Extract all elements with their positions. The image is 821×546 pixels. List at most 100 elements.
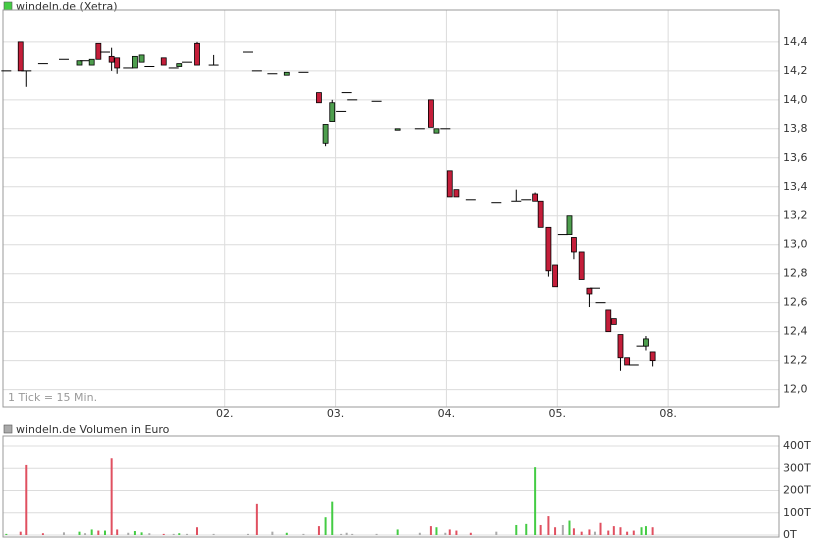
y-tick-label: 0T	[783, 528, 797, 541]
volume-bar	[429, 526, 432, 535]
candle-body	[537, 200, 544, 228]
candle-body	[566, 215, 573, 235]
volume-bar	[271, 531, 274, 535]
plot-frame	[2, 9, 780, 408]
volume-bar	[593, 531, 596, 535]
candle-body	[160, 57, 167, 66]
y-tick-label: 12,4	[783, 325, 808, 338]
volume-bar	[561, 524, 564, 535]
volume-bar	[588, 529, 591, 535]
candle-body	[76, 60, 83, 66]
volume-bar	[396, 529, 399, 535]
y-tick-label: 12,6	[783, 296, 808, 309]
volume-bar	[246, 533, 249, 535]
volume-bar	[324, 517, 327, 535]
volume-bar	[317, 526, 320, 535]
candle-body	[532, 193, 539, 202]
volume-bar	[62, 532, 65, 535]
chart-title: windeln.de Volumen in Euro	[16, 423, 170, 436]
annotation: 1 Tick = 15 Min.	[8, 391, 97, 404]
volume-bar	[140, 532, 143, 535]
candle-body	[571, 237, 577, 253]
volume-bar	[644, 526, 647, 535]
plot-frame	[2, 435, 780, 538]
candle-body	[545, 226, 552, 272]
volume-bar	[25, 464, 28, 535]
candle-body	[322, 124, 329, 144]
volume-bar	[375, 533, 378, 535]
candle-body	[138, 54, 145, 63]
volume-bar	[186, 533, 189, 535]
candle-body	[446, 170, 453, 198]
volume-bar	[127, 532, 130, 535]
volume-bar	[539, 524, 542, 535]
candle-body	[610, 318, 617, 325]
candle-body	[283, 71, 290, 76]
volume-bar	[572, 528, 575, 535]
candle-body	[316, 92, 322, 104]
legend-swatch	[3, 1, 13, 11]
volume-bar	[90, 529, 93, 535]
y-tick-label: 13,2	[783, 209, 808, 222]
chart-title: windeln.de (Xetra)	[16, 0, 118, 13]
candle-body	[176, 63, 183, 67]
volume-bar	[515, 524, 518, 535]
candle-body	[605, 309, 612, 333]
candle-body	[586, 287, 593, 295]
volume-bar	[448, 529, 451, 535]
volume-bar	[331, 501, 334, 535]
candle-body	[132, 55, 138, 69]
volume-bar	[212, 533, 215, 535]
volume-bar	[418, 532, 421, 535]
x-tick-label: 02.	[216, 407, 234, 420]
y-tick-label: 300T	[783, 461, 811, 474]
volume-bar	[110, 458, 113, 535]
volume-bar	[469, 532, 472, 535]
volume-bar	[255, 503, 258, 535]
volume-bar	[651, 527, 654, 535]
candle-body	[108, 55, 115, 63]
volume-bar	[619, 527, 622, 535]
candle-body	[578, 251, 585, 280]
volume-bar	[178, 533, 181, 535]
volume-bar	[351, 533, 354, 535]
candle-body	[643, 338, 649, 347]
candle-body	[433, 128, 440, 134]
candle-body	[17, 41, 24, 72]
volume-bar	[78, 531, 81, 535]
y-tick-label: 14,2	[783, 64, 808, 77]
volume-bar	[148, 533, 151, 535]
volume-bar	[599, 522, 602, 535]
candle-body	[552, 264, 558, 288]
volume-bar	[632, 530, 635, 535]
volume-bar	[5, 533, 8, 535]
volume-bar	[495, 531, 498, 535]
volume-bar	[133, 530, 136, 535]
candle-body	[88, 58, 95, 66]
volume-bar	[612, 526, 615, 535]
legend-swatch	[3, 424, 13, 434]
volume-bar	[196, 527, 198, 535]
candle-body	[394, 128, 401, 131]
x-tick-label: 05.	[549, 407, 567, 420]
volume-bar	[435, 527, 438, 535]
candle-body	[617, 334, 624, 359]
volume-bar	[103, 530, 106, 535]
y-tick-label: 12,2	[783, 354, 808, 367]
volume-bar	[162, 533, 165, 535]
volume-bar	[547, 516, 550, 535]
y-tick-label: 13,4	[783, 180, 808, 193]
volume-bar	[455, 530, 458, 535]
volume-bar	[444, 532, 447, 535]
volume-bar	[340, 533, 343, 535]
candle-body	[649, 351, 656, 362]
volume-bar	[534, 467, 537, 535]
y-tick-label: 12,0	[783, 383, 808, 396]
candle-body	[624, 357, 631, 366]
y-tick-label: 200T	[783, 484, 811, 497]
volume-bar	[84, 533, 87, 535]
x-tick-label: 04.	[438, 407, 456, 420]
candle-body	[329, 102, 336, 122]
volume-bar	[626, 531, 629, 535]
volume-bar	[116, 529, 119, 535]
